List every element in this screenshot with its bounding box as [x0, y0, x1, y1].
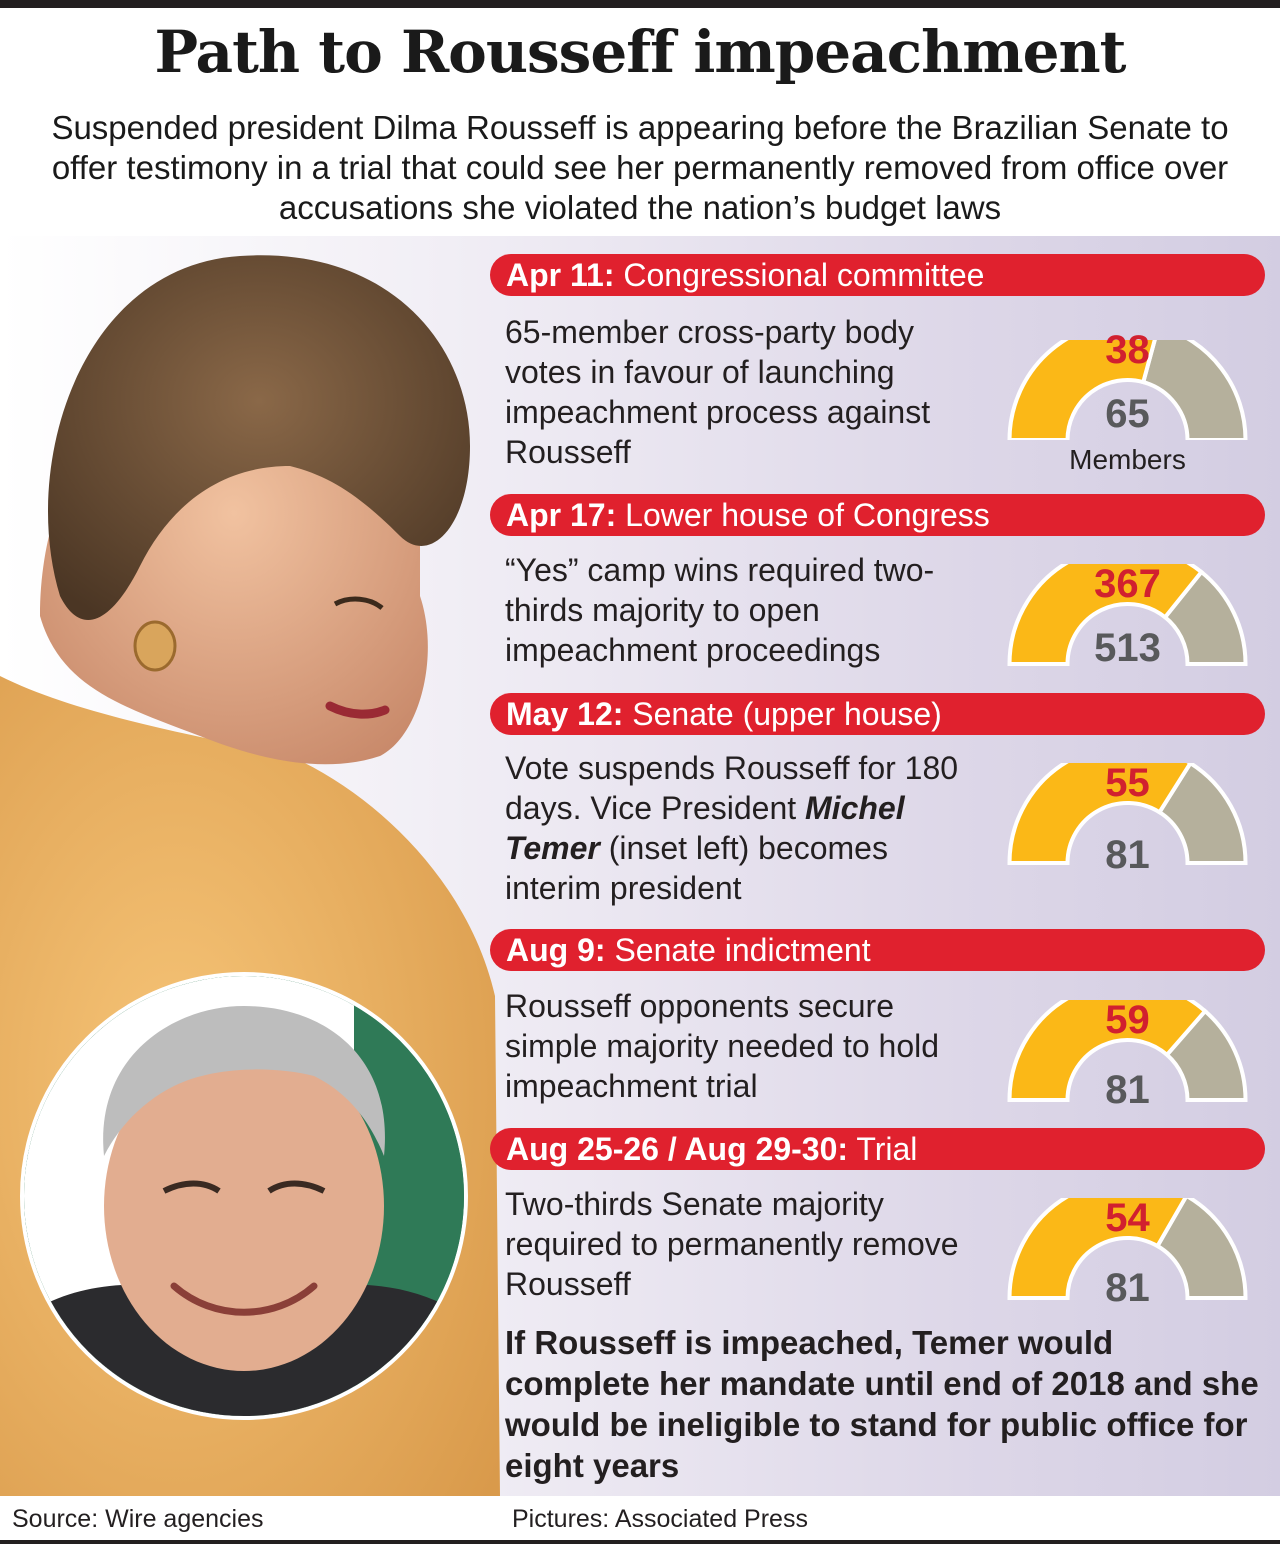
event-description-trial: Two-thirds Senate majority required to p…: [505, 1186, 959, 1302]
content-panel: Apr 11: Congressional committee Apr 17: …: [0, 236, 1280, 1496]
gauge-votes: 55: [1105, 761, 1150, 805]
page-title: Path to Rousseff impeachment: [154, 18, 1127, 86]
gauge-votes: 38: [1105, 328, 1150, 372]
closing-note: If Rousseff is impeached, Temer would co…: [505, 1324, 1259, 1484]
picture-credit: Pictures: Associated Press: [512, 1505, 808, 1533]
event-description-apr11: 65-member cross-party body votes in favo…: [505, 314, 931, 470]
gauge-apr11: 38 65 Members: [1005, 320, 1250, 500]
event-description-apr17: “Yes” camp wins required two-thirds majo…: [505, 552, 935, 668]
gauge-may12: 55 81: [1005, 743, 1250, 923]
top-rule: [0, 0, 1280, 8]
gauge-rest-arc: [1140, 323, 1248, 442]
event-band-apr17: Apr 17: Lower house of Congress: [490, 494, 1265, 536]
gauge-total: 81: [1105, 833, 1150, 877]
bottom-rule: [0, 1540, 1280, 1544]
source-credit: Source: Wire agencies: [12, 1505, 264, 1533]
gauge-yes-arc: [1007, 980, 1208, 1102]
gauge-rest-arc: [1156, 760, 1248, 865]
temer-name: Michel Temer: [505, 790, 905, 866]
gauge-votes: 367: [1094, 562, 1161, 606]
gauge-arc: [1007, 980, 1248, 1102]
gauge-apr17: 367 513: [1005, 544, 1250, 724]
gauge-total: 81: [1105, 1266, 1150, 1310]
gauge-unit: Members: [1069, 444, 1186, 475]
gauge-total: 513: [1094, 626, 1161, 670]
gauge-trial: 54 81: [1005, 1178, 1250, 1358]
gauge-aug9: 59 81: [1005, 980, 1250, 1160]
gauge-total: 81: [1105, 1068, 1150, 1112]
gauge-rest-arc: [1154, 1193, 1248, 1300]
gauge-total: 65: [1105, 392, 1150, 436]
event-band-may12: May 12: Senate (upper house): [490, 693, 1265, 735]
event-band-trial: Aug 25-26 / Aug 29-30: Trial: [490, 1128, 1265, 1170]
temer-inset-photo: [20, 972, 468, 1420]
event-description-aug9: Rousseff opponents secure simple majorit…: [505, 988, 940, 1104]
event-band-aug9: Aug 9: Senate indictment: [490, 929, 1265, 971]
event-description-may12: Vote suspends Rousseff for 180 days. Vic…: [505, 750, 959, 906]
subtitle: Suspended president Dilma Rousseff is ap…: [51, 109, 1229, 226]
gauge-votes: 54: [1105, 1196, 1150, 1240]
event-band-apr11: Apr 11: Congressional committee: [490, 254, 1265, 296]
gauge-arc: [1007, 1178, 1248, 1300]
gauge-votes: 59: [1105, 998, 1150, 1042]
